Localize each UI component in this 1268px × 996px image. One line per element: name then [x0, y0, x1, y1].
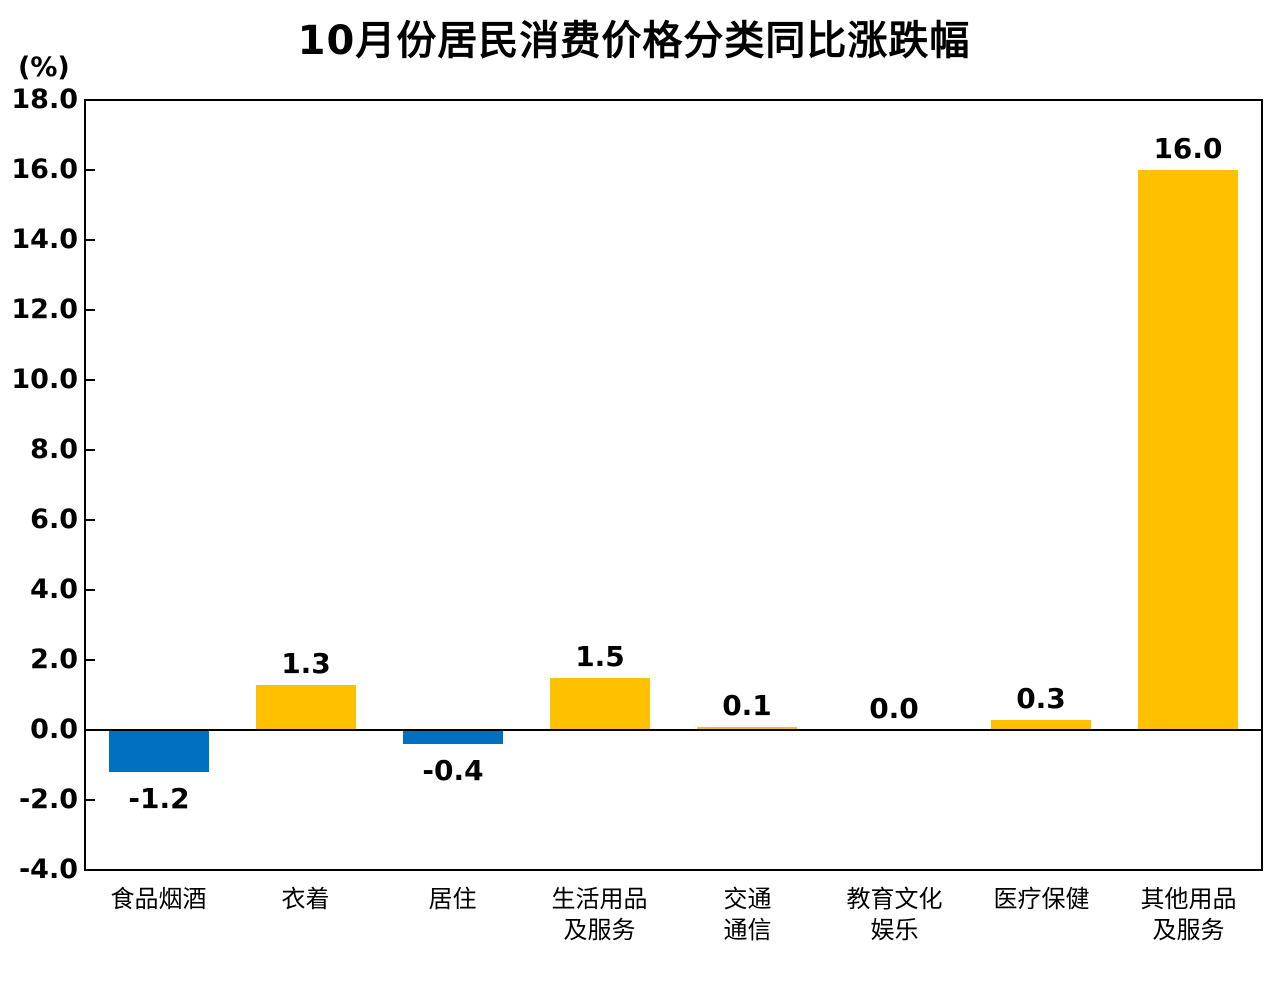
zero-axis-line [85, 729, 1262, 731]
bar [403, 730, 503, 744]
y-tick-mark [86, 589, 95, 591]
bar-value-label: 1.5 [575, 640, 625, 673]
x-category-label: 居住 [428, 885, 477, 913]
y-tick-label: 18.0 [11, 84, 78, 115]
bar [256, 685, 356, 731]
y-tick-mark [86, 449, 95, 451]
bar [550, 678, 650, 731]
bar [1138, 170, 1238, 730]
x-category-label: 食品烟酒 [110, 885, 207, 913]
y-axis-unit-label: (%) [18, 52, 70, 83]
y-tick-label: 6.0 [30, 504, 78, 535]
y-tick-mark [86, 169, 95, 171]
y-tick-label: 12.0 [11, 294, 78, 325]
y-tick-label: 16.0 [11, 154, 78, 185]
x-category-label: 衣着 [281, 885, 330, 913]
y-tick-label: 2.0 [30, 644, 78, 675]
y-tick-label: 14.0 [11, 224, 78, 255]
x-category-label: 生活用品 及服务 [551, 885, 648, 944]
y-tick-mark [86, 239, 95, 241]
y-tick-mark [86, 799, 95, 801]
y-tick-label: 4.0 [30, 574, 78, 605]
bar-value-label: 0.1 [722, 689, 772, 722]
y-tick-mark [86, 379, 95, 381]
x-category-label: 医疗保健 [993, 885, 1090, 913]
bar-value-label: 1.3 [281, 647, 331, 680]
x-category-label: 其他用品 及服务 [1140, 885, 1237, 944]
x-category-label: 教育文化 娱乐 [846, 885, 943, 944]
bar [991, 720, 1091, 731]
x-category-label: 交通 通信 [723, 885, 772, 944]
bar-value-label: -0.4 [422, 754, 484, 787]
y-tick-label: 10.0 [11, 364, 78, 395]
y-tick-label: -4.0 [18, 854, 78, 885]
bar-value-label: 16.0 [1153, 132, 1223, 165]
chart-title: 10月份居民消费价格分类同比涨跌幅 [297, 18, 971, 64]
plot-area-border [84, 99, 1263, 871]
y-tick-label: -2.0 [18, 784, 78, 815]
y-tick-mark [86, 519, 95, 521]
y-tick-mark [86, 659, 95, 661]
y-tick-label: 8.0 [30, 434, 78, 465]
y-tick-mark [86, 309, 95, 311]
bar-value-label: 0.3 [1016, 682, 1066, 715]
bar-value-label: -1.2 [128, 782, 190, 815]
bar-value-label: 0.0 [869, 692, 919, 725]
y-tick-label: 0.0 [30, 714, 78, 745]
bar [109, 730, 209, 772]
